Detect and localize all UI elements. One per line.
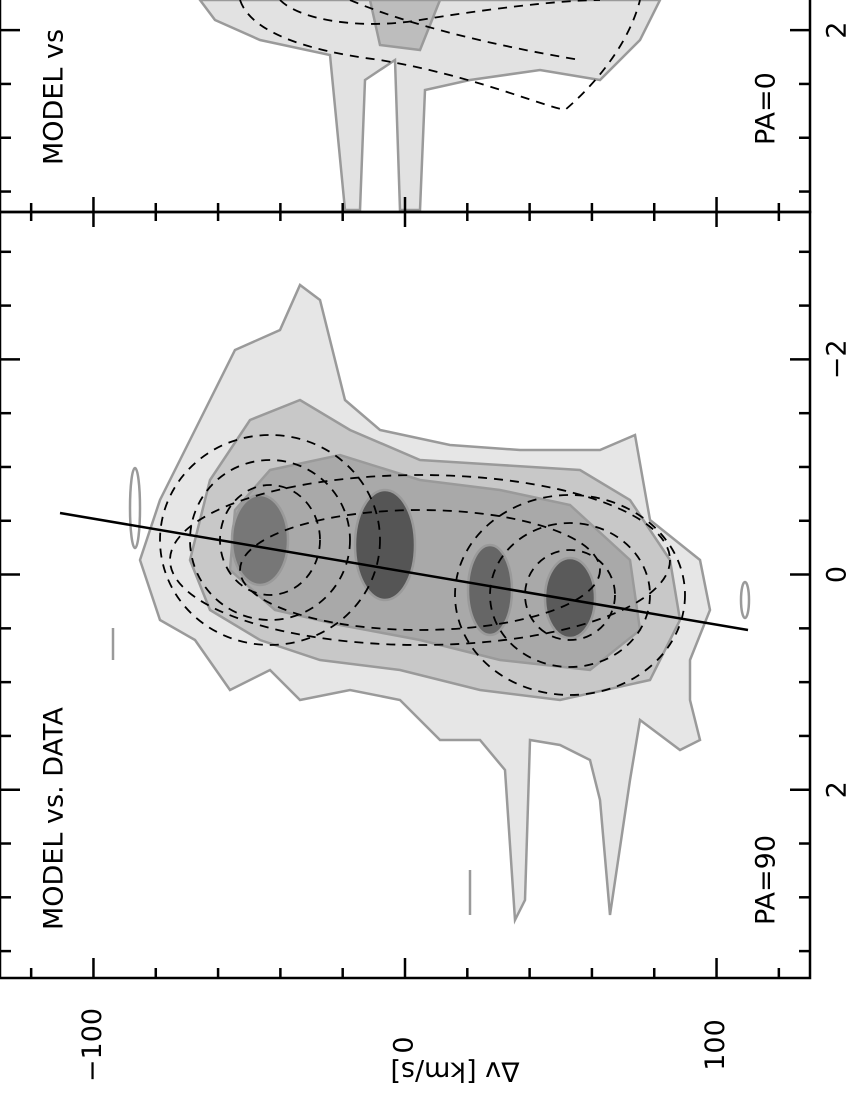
panel-label: PA=0 [751,72,782,145]
panel-title: MODEL vs. DATA [39,707,70,930]
lower-contours [59,283,751,925]
y-tick-label: 2 [822,22,850,39]
x-tick-label: −100 [77,1008,108,1082]
y-tick-label: 0 [822,566,850,583]
x-axis-label: Δv [km/s] [390,1056,519,1087]
x-tick-label: 0 [389,1036,420,1053]
x-tick-label: 100 [700,1019,731,1071]
y-tick-label: 2 [822,781,850,798]
panel-title: MODEL vs [39,29,70,165]
upper-contours [198,0,662,212]
panel-label: PA=90 [751,835,782,925]
y-tick-label: −2 [822,339,850,379]
